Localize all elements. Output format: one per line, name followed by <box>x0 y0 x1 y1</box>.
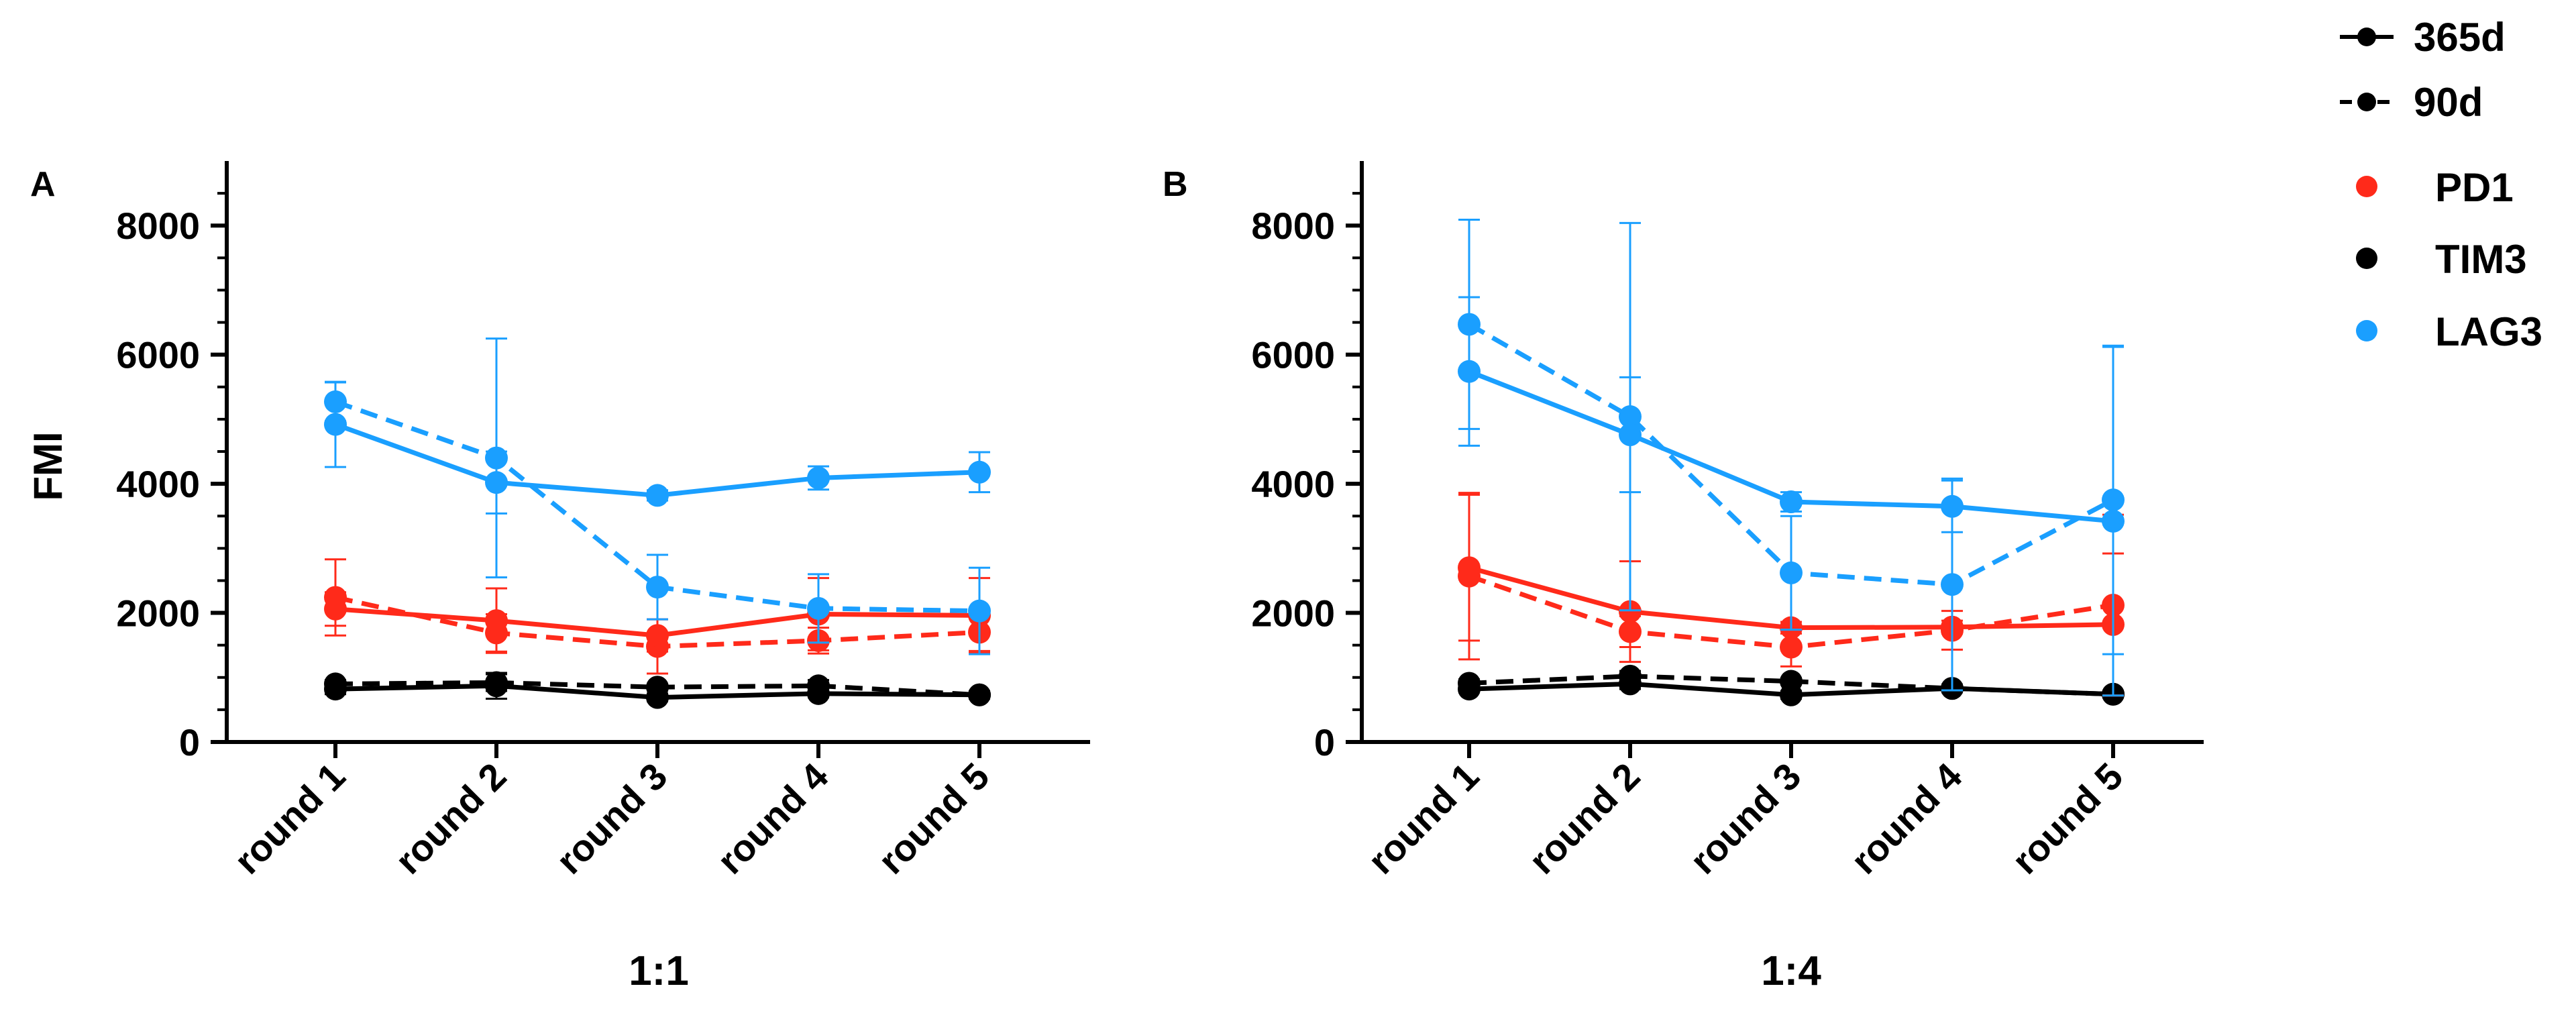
legend-label: LAG3 <box>2435 309 2542 354</box>
legend-label: PD1 <box>2435 165 2514 210</box>
data-point <box>1941 573 1964 596</box>
legend-item-lag3: LAG3 <box>2356 309 2542 354</box>
data-point <box>807 466 830 490</box>
series-tim3-365d <box>324 672 991 709</box>
data-point <box>968 683 991 706</box>
data-point <box>1619 600 1642 623</box>
data-point <box>324 678 347 701</box>
legend-marker-tim3 <box>2356 248 2377 269</box>
data-point <box>646 624 669 647</box>
y-axis-title: FMI <box>25 431 70 500</box>
axes: 0 2000 4000 6000 8000 round 1 round 2 round 3 ro… <box>1251 161 2204 882</box>
data-point <box>646 686 669 709</box>
data-point <box>646 484 669 507</box>
legend-item-90d: 90d <box>2340 80 2483 125</box>
x-tick-label: round 5 <box>2004 755 2131 882</box>
data-point <box>1458 360 1481 383</box>
data-point <box>2102 509 2125 533</box>
data-point <box>1619 672 1642 696</box>
x-tick-label: round 2 <box>387 755 515 882</box>
data-point <box>485 471 508 494</box>
panel-label: B <box>1163 165 1188 204</box>
x-tick-label: round 2 <box>1521 755 1648 882</box>
data-point <box>807 596 830 620</box>
y-tick-label: 2000 <box>116 592 200 635</box>
data-point <box>1619 423 1642 446</box>
series-lag3-365d <box>324 380 991 515</box>
axes: 0 2000 4000 6000 8000 round 1 round 2 round 3 ro… <box>116 161 1090 882</box>
y-tick-label: 8000 <box>116 205 200 247</box>
data-point <box>646 576 669 599</box>
legend-item-pd1: PD1 <box>2356 165 2514 210</box>
data-point <box>1780 683 1803 706</box>
x-tick-label: round 3 <box>548 755 676 882</box>
legend-marker <box>2357 93 2376 111</box>
legend-label: 90d <box>2414 80 2483 125</box>
legend-marker-pd1 <box>2356 176 2377 197</box>
data-point <box>807 682 830 705</box>
data-point <box>1458 678 1481 701</box>
data-point <box>1780 635 1803 659</box>
legend-item-tim3: TIM3 <box>2356 237 2527 282</box>
data-point <box>968 599 991 623</box>
data-point <box>1780 561 1803 584</box>
y-tick-label: 4000 <box>116 463 200 505</box>
x-tick-label: round 4 <box>709 755 837 882</box>
x-tick-label: round 1 <box>1360 755 1487 882</box>
data-point <box>485 609 508 633</box>
y-tick-label: 4000 <box>1251 463 1335 505</box>
legend: 365d 90d PD1 TIM3 LAG3 <box>2340 15 2542 354</box>
legend-label: TIM3 <box>2435 237 2527 282</box>
panel-a: A FMI 1:1 0 2000 4000 6000 8000 round 1 round … <box>25 161 1090 994</box>
x-tick-label: round 1 <box>226 755 354 882</box>
data-point <box>324 413 347 436</box>
series-layer <box>324 337 991 709</box>
panel-label: A <box>30 165 56 204</box>
series-lag3-365d <box>1458 296 2125 697</box>
x-tick-label: round 4 <box>1843 755 1970 882</box>
legend-marker-lag3 <box>2356 320 2377 341</box>
x-tick-label: round 5 <box>870 755 998 882</box>
x-axis-title: 1:1 <box>629 948 689 994</box>
y-tick-label: 8000 <box>1251 205 1335 247</box>
y-tick-label: 0 <box>179 721 200 763</box>
panel-b: B 1:4 0 2000 4000 6000 8000 round 1 round 2 rou… <box>1163 161 2204 994</box>
legend-item-365d: 365d <box>2340 15 2506 60</box>
y-tick-label: 2000 <box>1251 592 1335 635</box>
x-axis-title: 1:4 <box>1761 948 1821 994</box>
y-tick-label: 6000 <box>1251 334 1335 376</box>
data-point <box>1780 490 1803 514</box>
y-tick-label: 0 <box>1314 721 1335 763</box>
legend-marker <box>2357 28 2376 46</box>
legend-label: 365d <box>2414 15 2506 60</box>
data-point <box>1458 556 1481 580</box>
data-point <box>324 597 347 621</box>
series-layer <box>1458 219 2125 706</box>
data-point <box>485 674 508 698</box>
x-tick-label: round 3 <box>1682 755 1809 882</box>
data-point <box>968 460 991 484</box>
y-tick-label: 6000 <box>116 334 200 376</box>
data-point <box>1941 494 1964 518</box>
